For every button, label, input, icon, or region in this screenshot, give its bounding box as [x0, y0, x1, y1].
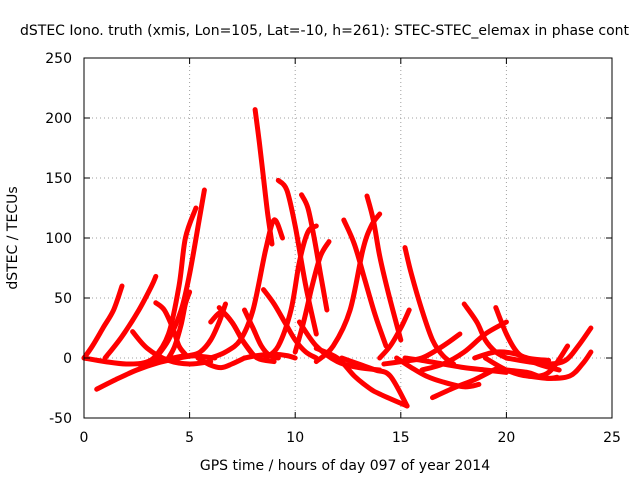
series-line: [341, 217, 389, 349]
series-line: [208, 217, 285, 361]
series-layer: [81, 107, 594, 409]
series-line: [275, 177, 319, 337]
series-line: [364, 193, 404, 343]
series-line: [377, 307, 412, 361]
y-tick-label: 100: [45, 231, 72, 247]
series-line: [503, 325, 594, 367]
x-tick-label: 15: [392, 430, 410, 446]
series-line: [81, 283, 125, 361]
y-tick-label: 0: [63, 351, 72, 367]
series-line: [394, 355, 482, 390]
series-line: [263, 223, 319, 361]
series-line: [402, 355, 509, 375]
y-axis-label: dSTEC / TECUs: [5, 186, 21, 289]
series-line: [216, 305, 277, 365]
y-tick-label: -50: [49, 411, 72, 427]
series-line: [292, 239, 332, 355]
series-line: [525, 349, 594, 381]
y-tick-label: 150: [45, 171, 72, 187]
x-tick-label: 5: [185, 430, 194, 446]
series-line: [313, 211, 383, 365]
series-line: [136, 205, 199, 367]
series-line: [299, 192, 330, 313]
y-tick-label: 50: [54, 291, 72, 307]
chart-title: dSTEC Iono. truth (xmis, Lon=105, Lat=-1…: [20, 23, 630, 39]
series-line: [461, 301, 509, 361]
series-line: [402, 245, 457, 367]
series-line: [195, 355, 247, 371]
series-line: [166, 289, 193, 361]
x-axis-label: GPS time / hours of day 097 of year 2014: [200, 458, 490, 474]
series-line: [102, 273, 159, 361]
series-line: [339, 355, 410, 409]
y-tick-label: 200: [45, 111, 72, 127]
series-line: [430, 365, 503, 401]
series-line: [419, 319, 509, 373]
series-line: [94, 353, 197, 392]
series-line: [261, 287, 319, 361]
series-line: [493, 305, 552, 363]
x-tick-label: 20: [497, 430, 515, 446]
series-line: [313, 345, 410, 409]
y-tick-label: 250: [45, 51, 72, 67]
x-tick-label: 25: [603, 430, 621, 446]
series-line: [153, 187, 207, 361]
series-line: [252, 107, 275, 247]
x-tick-label: 0: [80, 430, 89, 446]
x-tick-label: 10: [286, 430, 304, 446]
axis-ticks: 0 5 10 15 20 25 -50 0 50 100 150 200 250: [45, 51, 621, 446]
series-line: [187, 301, 228, 359]
